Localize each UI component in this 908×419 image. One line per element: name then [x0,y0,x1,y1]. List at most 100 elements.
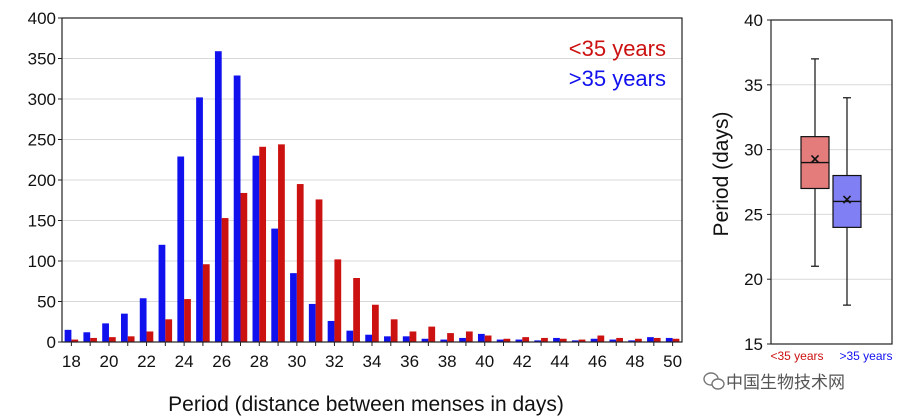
bar-under-35 [447,333,454,342]
histogram-x-tick-label: 26 [212,352,231,371]
histogram-y-tick-label: 100 [28,252,56,271]
histogram-x-tick-label: 28 [250,352,269,371]
boxplot-y-tick-label: 20 [744,270,763,289]
bar-over-35 [459,337,466,342]
bar-over-35 [120,313,128,342]
histogram-legend-entry: <35 years [569,36,666,61]
histogram-x-tick-label: 24 [175,352,194,371]
histogram-gridlines [62,58,682,302]
boxplot-plot-frame [770,19,893,345]
box-mean-marker: × [809,152,821,168]
histogram-y-tick-label: 200 [28,171,56,190]
bar-under-35 [653,337,661,342]
bar-under-35 [353,278,360,342]
histogram-y-tick-label: 0 [47,333,56,352]
histogram-legend: <35 years >35 years [569,36,666,91]
bar-over-35 [534,340,542,342]
histogram-legend-entry: >35 years [569,66,666,91]
bar-over-35 [252,155,260,342]
bar-over-35 [327,320,335,342]
histogram-x-tick-label: 38 [438,352,457,371]
histogram-x-tick-label: 18 [62,352,81,371]
bar-under-35 [184,299,191,342]
bar-over-35 [290,273,297,342]
histogram-x-axis-title: Period (distance between menses in days) [168,393,564,416]
bar-under-35 [315,199,323,342]
box-over-35: × [832,97,862,306]
boxplot-y-tick-label: 25 [744,205,763,224]
bar-under-35 [409,331,417,342]
histogram-x-tick-label: 42 [513,352,532,371]
bar-under-35 [672,338,680,342]
bar-over-35 [214,51,222,343]
histogram-x-tick-label: 22 [137,352,156,371]
boxplot-y-tick-label: 30 [744,141,763,160]
bar-under-35 [616,337,624,342]
bar-over-35 [477,333,485,342]
boxplot-category-label: >35 years [839,349,892,363]
bar-under-35 [71,339,79,342]
bar-over-35 [64,329,72,342]
histogram-x-tick-label: 48 [626,352,645,371]
box-mean-marker: × [841,192,853,208]
bar-under-35 [559,338,567,342]
boxplot-y-axis-title: Period (days) [710,112,733,237]
bar-under-35 [372,304,379,342]
bar-over-35 [271,228,279,342]
histogram-bars [64,51,680,343]
bar-under-35 [522,337,530,342]
boxplot-boxes: ×× [800,58,862,306]
histogram-y-tick-label: 400 [28,9,56,28]
boxplot-y-tick-label: 15 [744,335,763,354]
histogram-y-tick-label: 50 [37,293,56,312]
bar-under-35 [278,144,285,342]
bar-over-35 [402,336,410,342]
bar-under-35 [635,338,642,342]
histogram-x-tick-label: 44 [550,352,569,371]
bar-over-35 [553,337,560,342]
bar-under-35 [465,331,473,342]
histogram-y-tick-label: 150 [28,212,56,231]
boxplot-category-labels: <35 years >35 years [770,349,892,363]
bar-over-35 [421,338,429,342]
histogram-y-tick-label: 350 [28,50,56,69]
bar-over-35 [515,339,523,342]
bar-under-35 [484,335,492,342]
wechat-icon [703,372,725,390]
histogram-x-tick-label: 36 [400,352,419,371]
histogram-y-ticks: 0 50 100 150 200 250 300 350 400 [28,9,62,352]
bar-over-35 [83,332,91,342]
bar-over-35 [233,75,241,342]
bar-over-35 [139,298,147,342]
histogram-x-tick-label: 32 [325,352,344,371]
bar-under-35 [390,319,398,342]
bar-over-35 [440,339,448,342]
bar-under-35 [334,259,342,342]
bar-over-35 [177,156,185,342]
bar-over-35 [665,337,673,342]
bar-under-35 [221,218,229,342]
watermark: 中国生物技术网 [703,372,845,393]
bar-under-35 [146,331,154,342]
histogram-x-tick-label: 34 [363,352,382,371]
bar-under-35 [259,146,267,342]
bar-over-35 [102,323,109,342]
bar-over-35 [384,336,391,342]
boxplot-y-ticks: 15 20 25 30 35 40 [744,11,771,354]
bar-over-35 [496,339,504,342]
histogram-y-tick-label: 300 [28,90,56,109]
bar-over-35 [571,340,579,342]
bar-under-35 [541,337,548,342]
bar-under-35 [296,184,304,342]
bar-under-35 [503,338,511,342]
bar-under-35 [578,339,586,342]
bar-under-35 [597,335,605,342]
bar-under-35 [428,326,436,342]
histogram-x-tick-label: 30 [287,352,306,371]
bar-under-35 [165,319,173,342]
boxplot-gridlines [771,84,892,280]
histogram-x-tick-label: 20 [100,352,119,371]
box-under-35: × [800,58,830,267]
